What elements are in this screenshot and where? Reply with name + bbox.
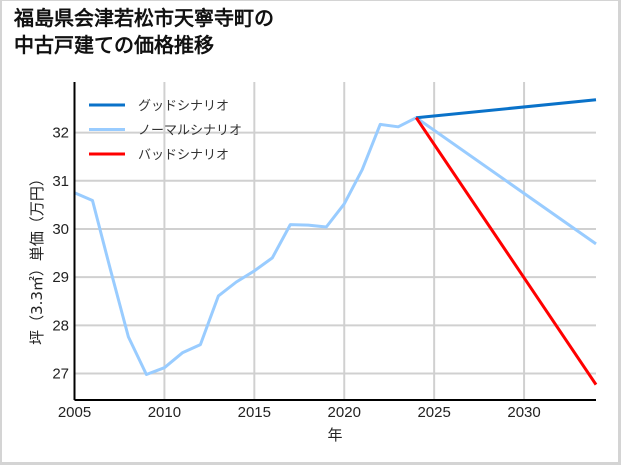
legend-label: グッドシナリオ	[138, 99, 229, 114]
y-tick-labels: 27 28 29 30 31 32	[52, 125, 69, 383]
x-tick-label: 2015	[238, 404, 271, 421]
y-tick-label: 28	[52, 317, 69, 334]
series-lines	[73, 98, 598, 386]
y-tick-label: 27	[52, 366, 69, 383]
y-tick-label: 30	[52, 221, 69, 238]
chart-title-line1: 福島県会津若松市天寧寺町の	[14, 6, 274, 30]
y-tick-label: 32	[52, 125, 69, 142]
x-tick-label: 2020	[328, 404, 361, 421]
x-tick-labels: 2005 2010 2015 2020 2025 2030	[58, 404, 541, 421]
x-tick-label: 2030	[507, 404, 540, 421]
legend-label: ノーマルシナリオ	[138, 124, 242, 139]
axes	[73, 82, 596, 401]
x-tick-label: 2005	[58, 404, 91, 421]
x-axis-label: 年	[327, 426, 342, 444]
chart-title: 福島県会津若松市天寧寺町の 中古戸建ての価格推移	[14, 5, 274, 59]
series-line-2	[414, 116, 598, 386]
y-tick-label: 29	[52, 269, 69, 286]
gridlines	[74, 82, 596, 400]
series-line-0	[416, 98, 597, 120]
series-line-1	[73, 116, 597, 376]
y-axis-label: 坪（3.3㎡）単価（万円）	[28, 171, 46, 345]
y-tick-label: 31	[52, 173, 69, 190]
x-tick-label: 2010	[148, 404, 181, 421]
x-tick-label: 2025	[417, 404, 450, 421]
chart-title-line2: 中古戸建ての価格推移	[14, 33, 214, 57]
legend-label: バッドシナリオ	[138, 148, 229, 163]
